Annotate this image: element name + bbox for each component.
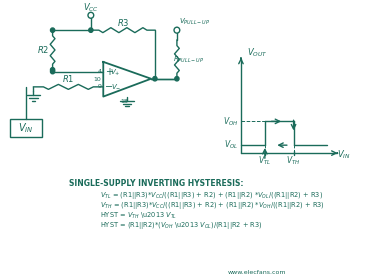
Circle shape xyxy=(50,28,55,32)
Text: $V_{+}$: $V_{+}$ xyxy=(110,68,121,78)
Text: $V_{TL}$: $V_{TL}$ xyxy=(258,155,272,167)
Text: $R_{PULL-UP}$: $R_{PULL-UP}$ xyxy=(173,54,204,64)
Text: $V_{TH}$ = (R1||R3)*$V_{CC}$/((R1||R3) + R2) + (R1||R2) *$V_{OH}$/((R1||R2) + R3: $V_{TH}$ = (R1||R3)*$V_{CC}$/((R1||R3) +… xyxy=(100,200,325,211)
Text: $R3$: $R3$ xyxy=(117,17,129,28)
Circle shape xyxy=(50,69,55,74)
Text: HYST = $V_{TH}$ \u2013 $V_{TL}$: HYST = $V_{TH}$ \u2013 $V_{TL}$ xyxy=(100,210,178,221)
FancyBboxPatch shape xyxy=(10,119,42,137)
Text: 9: 9 xyxy=(97,84,101,89)
Text: $V_{TH}$: $V_{TH}$ xyxy=(286,155,301,167)
Text: +: + xyxy=(105,67,113,77)
Text: $V_{PULL-UP}$: $V_{PULL-UP}$ xyxy=(179,17,210,27)
Text: www.elecfans.com: www.elecfans.com xyxy=(228,270,286,275)
Text: 18: 18 xyxy=(120,99,128,104)
Text: $V_{TL}$ = (R1||R3)*$V_{CC}$/((R1||R3) + R2) + (R1||R2) *$V_{OL}$/((R1||R2) + R3: $V_{TL}$ = (R1||R3)*$V_{CC}$/((R1||R3) +… xyxy=(100,190,324,201)
Circle shape xyxy=(153,76,157,81)
Text: $R1$: $R1$ xyxy=(62,73,74,85)
Circle shape xyxy=(50,68,55,72)
Text: $V_{OUT}$: $V_{OUT}$ xyxy=(247,47,267,59)
Circle shape xyxy=(175,76,179,81)
Text: $V_{OL}$: $V_{OL}$ xyxy=(224,139,238,151)
Text: $V_{OH}$: $V_{OH}$ xyxy=(223,115,238,128)
Text: $V_{CC}$: $V_{CC}$ xyxy=(83,1,99,14)
Text: $V_{-}$: $V_{-}$ xyxy=(111,82,121,90)
Text: SINGLE-SUPPLY INVERTING HYSTERESIS:: SINGLE-SUPPLY INVERTING HYSTERESIS: xyxy=(68,179,243,188)
Text: $R2$: $R2$ xyxy=(37,44,49,56)
Text: 4: 4 xyxy=(97,69,101,74)
Text: $V_{IN}$: $V_{IN}$ xyxy=(18,121,34,135)
Text: −: − xyxy=(105,82,113,92)
Circle shape xyxy=(89,28,93,32)
Text: $V_{IN}$: $V_{IN}$ xyxy=(337,149,351,161)
Text: 10: 10 xyxy=(94,77,101,82)
Text: 2: 2 xyxy=(153,76,157,81)
Text: HYST = (R1||R2)*($V_{OH}$ \u2013 $V_{OL}$)/(R1||R2 + R3): HYST = (R1||R2)*($V_{OH}$ \u2013 $V_{OL}… xyxy=(100,220,263,231)
